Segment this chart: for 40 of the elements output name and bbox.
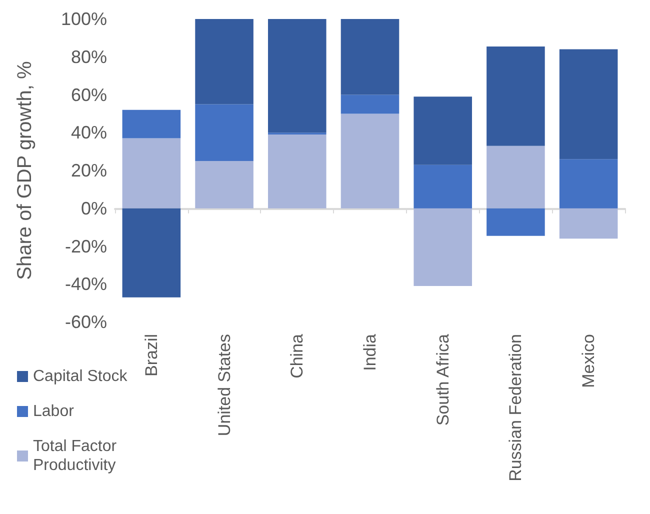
bar (122, 110, 181, 138)
y-tick-label: -60% (64, 312, 107, 332)
legend-label: Labor (33, 403, 75, 420)
bar (486, 46, 545, 146)
x-tick-label: India (360, 333, 380, 371)
legend-label: Capital Stock (33, 368, 128, 385)
x-tick-label: Brazil (142, 334, 161, 377)
bar (486, 146, 545, 208)
bar (559, 159, 618, 208)
y-tick-label: -20% (64, 236, 107, 256)
y-tick-label: 0% (80, 198, 107, 218)
bar (559, 49, 618, 160)
bar (414, 208, 472, 286)
y-tick-label: 60% (70, 84, 107, 105)
bar (414, 96, 472, 165)
bar (268, 134, 326, 208)
y-tick-label: 20% (70, 160, 107, 180)
bar (195, 19, 254, 104)
y-tick-label: 80% (70, 46, 107, 67)
y-tick-label: -40% (64, 274, 107, 294)
bar (122, 208, 181, 298)
bar (268, 19, 326, 133)
y-tick-label: 100% (60, 9, 107, 29)
bar (559, 208, 618, 239)
x-tick-label: United States (214, 334, 234, 436)
bar (195, 104, 254, 162)
x-tick-label: Russian Federation (506, 334, 526, 482)
y-tick-label: 40% (70, 122, 107, 143)
bar (340, 19, 400, 95)
y-axis-title: Share of GDP growth, % (14, 60, 36, 280)
legend-label: Total Factor Productivity (33, 438, 122, 474)
bar (122, 138, 181, 208)
bar (340, 114, 400, 208)
x-tick-label: South Africa (433, 333, 452, 426)
bar (340, 94, 400, 114)
x-tick-label: Mexico (579, 334, 598, 388)
bar (486, 208, 545, 236)
bar (414, 164, 472, 208)
bar (195, 161, 254, 208)
x-tick-label: China (288, 333, 307, 378)
